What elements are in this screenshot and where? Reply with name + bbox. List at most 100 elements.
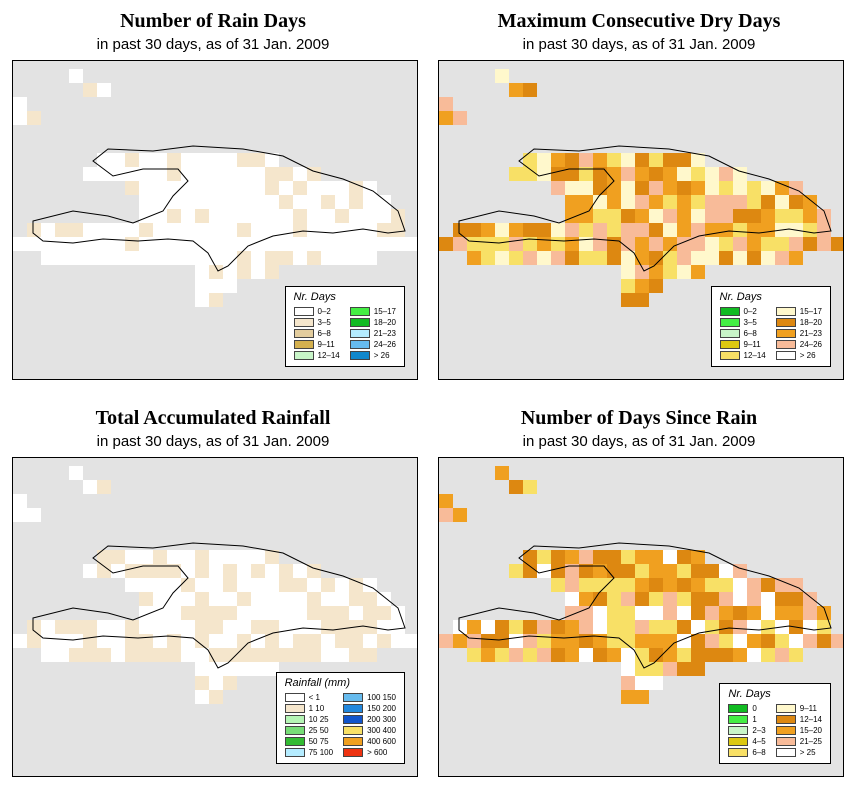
grid-cell [733, 634, 747, 648]
grid-cell [775, 634, 789, 648]
legend-label: 21–25 [799, 736, 822, 746]
grid-cell [635, 237, 649, 251]
grid-cell [719, 564, 733, 578]
grid-cell [453, 223, 467, 237]
grid-cell [663, 237, 677, 251]
grid-cell [565, 564, 579, 578]
grid-cell [153, 550, 167, 564]
grid-cell [523, 550, 537, 564]
grid-cell [635, 578, 649, 592]
grid-cell [705, 648, 719, 662]
grid-cell [649, 265, 663, 279]
legend-label: 21–23 [799, 328, 822, 338]
grid-cell [293, 181, 307, 195]
grid-cell [335, 620, 349, 634]
grid-cell [663, 578, 677, 592]
grid-cell [509, 223, 523, 237]
legend-column: 15–17 18–20 21–23 24–26 > 26 [775, 306, 822, 360]
grid-cell [153, 648, 167, 662]
grid-cell [223, 209, 237, 223]
grid-cell [69, 237, 83, 251]
grid-cell [663, 620, 677, 634]
grid-cell [13, 508, 27, 522]
grid-cell [537, 550, 551, 564]
legend-label: 9–11 [317, 339, 335, 349]
grid-cell [139, 620, 153, 634]
grid-cell [635, 153, 649, 167]
grid-cell [223, 676, 237, 690]
grid-cell [335, 634, 349, 648]
grid-cell [321, 181, 335, 195]
grid-cell [125, 153, 139, 167]
grid-cell [691, 181, 705, 195]
legend-item: 50 75 [284, 736, 333, 746]
grid-cell [209, 279, 223, 293]
grid-cell [237, 592, 251, 606]
legend-columns: 0 1 2–3 4–5 6–8 9–11 12–14 15–20 21–25 > 25 [728, 703, 822, 757]
legend-swatch [284, 692, 305, 702]
grid-cell [167, 181, 181, 195]
grid-cell [551, 634, 565, 648]
grid-cell [41, 620, 55, 634]
legend-title: Nr. Days [719, 291, 762, 303]
legend-column: 100 150 150 200 200 300 300 400 400 600 > 600 [343, 692, 396, 757]
grid-cell [607, 564, 621, 578]
grid-cell [719, 167, 733, 181]
grid-cell [265, 181, 279, 195]
grid-cell [293, 209, 307, 223]
legend-item: 18–20 [349, 317, 396, 327]
legend-item: 300 400 [343, 725, 396, 735]
grid-cell [551, 237, 565, 251]
grid-cell [635, 223, 649, 237]
grid-cell [223, 181, 237, 195]
legend-swatch [343, 714, 364, 724]
legend-swatch [349, 317, 370, 327]
grid-cell [293, 634, 307, 648]
grid-cell [523, 648, 537, 662]
grid-cell [83, 237, 97, 251]
grid-cell [537, 153, 551, 167]
legend-item: 9–11 [719, 339, 766, 349]
grid-cell [789, 634, 803, 648]
grid-cell [593, 564, 607, 578]
grid-cell [467, 223, 481, 237]
grid-cell [607, 181, 621, 195]
grid-cell [223, 195, 237, 209]
grid-cell [565, 634, 579, 648]
grid-cell [579, 564, 593, 578]
grid-cell [817, 237, 831, 251]
legend-item: 9–11 [293, 339, 340, 349]
grid-cell [307, 648, 321, 662]
grid-cell [223, 153, 237, 167]
grid-cell [579, 578, 593, 592]
grid-cell [349, 251, 363, 265]
grid-cell [209, 265, 223, 279]
grid-cell [621, 265, 635, 279]
grid-cell [125, 634, 139, 648]
grid-cell [391, 620, 405, 634]
grid-cell [83, 648, 97, 662]
grid-cell [97, 564, 111, 578]
grid-cell [775, 209, 789, 223]
legend-swatch [343, 725, 364, 735]
grid-cell [649, 251, 663, 265]
panel-subtitle: in past 30 days, as of 31 Jan. 2009 [522, 433, 756, 450]
grid-cell [139, 237, 153, 251]
grid-cell [523, 223, 537, 237]
legend-item: 12–14 [719, 350, 766, 360]
legend-item: 6–8 [719, 328, 766, 338]
grid-cell [111, 251, 125, 265]
grid-cell [195, 550, 209, 564]
grid-cell [803, 209, 817, 223]
legend-swatch [349, 339, 370, 349]
grid-cell [509, 167, 523, 181]
grid-cell [321, 620, 335, 634]
grid-cell [621, 195, 635, 209]
coastline [32, 145, 406, 272]
legend-item: 12–14 [293, 350, 340, 360]
grid-cell [181, 648, 195, 662]
grid-cell [251, 592, 265, 606]
grid-cell [635, 209, 649, 223]
grid-cell [677, 620, 691, 634]
